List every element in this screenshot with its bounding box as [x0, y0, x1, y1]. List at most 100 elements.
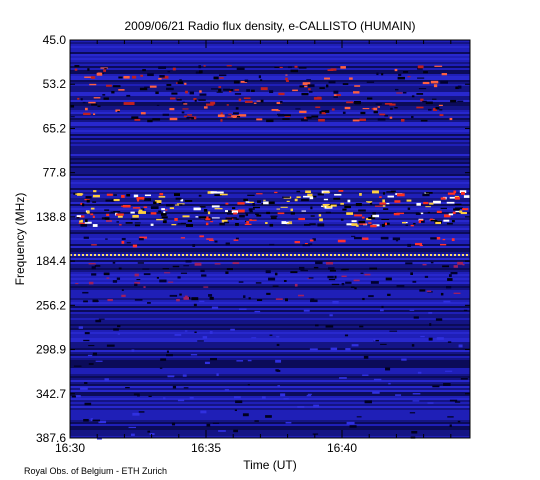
spectrum-speck	[167, 70, 171, 73]
spectrum-speck	[167, 375, 175, 378]
spectrum-speck	[379, 196, 382, 199]
spectrum-speck	[118, 267, 122, 270]
spectrum-speck	[331, 283, 340, 286]
spectrum-speck	[304, 116, 308, 120]
spectrum-speck	[156, 218, 164, 221]
spectrum-speck	[384, 222, 387, 226]
spectrum-row	[70, 352, 470, 354]
spectrum-speck	[237, 202, 245, 205]
spectrum-speck	[426, 290, 432, 292]
spectrum-speck	[428, 312, 433, 314]
spectrum-speck	[203, 208, 208, 212]
spectrum-row	[70, 306, 470, 308]
spectrum-speck	[87, 68, 90, 71]
spectrum-speck	[218, 254, 220, 256]
spectrum-speck	[379, 202, 386, 205]
spectrum-speck	[252, 206, 260, 209]
spectrum-speck	[362, 108, 370, 110]
spectrum-speck	[366, 81, 375, 83]
spectrum-speck	[166, 350, 169, 353]
spectrum-speck	[416, 106, 424, 109]
spectrum-speck	[353, 91, 360, 94]
spectrum-speck	[342, 208, 347, 211]
spectrum-speck	[406, 199, 412, 202]
spectrum-row	[70, 94, 470, 96]
spectrum-speck	[90, 207, 95, 210]
spectrum-speck	[276, 110, 281, 112]
spectrum-speck	[330, 254, 332, 256]
spectrum-speck	[88, 363, 94, 365]
spectrum-speck	[146, 254, 148, 256]
spectrum-speck	[426, 254, 428, 256]
spectrum-speck	[346, 254, 348, 256]
spectrum-speck	[132, 244, 138, 248]
spectrum-speck	[105, 199, 113, 202]
spectrum-speck	[198, 65, 202, 69]
spectrum-row	[70, 152, 470, 154]
spectrum-row	[70, 260, 470, 262]
spectrum-row	[70, 100, 470, 102]
spectrum-speck	[160, 213, 167, 216]
spectrum-speck	[342, 111, 346, 114]
spectrum-row	[70, 252, 470, 254]
spectrum-speck	[88, 101, 96, 104]
spectrum-speck	[356, 224, 359, 227]
spectrum-speck	[91, 273, 97, 276]
spectrum-speck	[250, 219, 257, 221]
spectrum-speck	[245, 201, 250, 203]
spectrum-speck	[306, 254, 308, 256]
spectrum-row	[70, 422, 470, 424]
spectrum-speck	[439, 109, 443, 111]
spectrum-row	[70, 170, 470, 172]
spectrum-speck	[453, 190, 457, 194]
spectrum-speck	[416, 202, 421, 206]
spectrum-row	[70, 204, 470, 206]
spectrum-speck	[110, 211, 115, 213]
spectrum-speck	[298, 67, 307, 69]
spectrum-speck	[255, 282, 262, 284]
spectrum-speck	[183, 103, 188, 105]
spectrum-speck	[209, 331, 213, 334]
spectrum-speck	[359, 118, 366, 122]
spectrum-speck	[98, 420, 107, 424]
spectrum-speck	[193, 303, 197, 307]
spectrum-speck	[134, 118, 141, 121]
spectrum-row	[70, 436, 470, 438]
spectrum-speck	[385, 367, 391, 371]
spectrum-row	[70, 314, 470, 316]
spectrum-speck	[328, 278, 336, 281]
spectrum-speck	[210, 101, 216, 105]
spectrum-speck	[373, 338, 376, 342]
spectrum-speck	[383, 208, 389, 210]
spectrum-row	[70, 122, 470, 124]
spectrum-speck	[269, 334, 273, 336]
spectrum-speck	[138, 211, 146, 214]
spectrum-speck	[238, 98, 242, 102]
spectrum-speck	[185, 260, 192, 263]
spectrum-speck	[117, 215, 123, 218]
spectrum-speck	[265, 270, 271, 274]
spectrum-speck	[359, 193, 362, 196]
spectrum-speck	[205, 218, 211, 221]
spectrum-speck	[84, 402, 92, 406]
spectrum-speck	[132, 207, 141, 209]
spectrum-row	[70, 320, 470, 322]
spectrum-speck	[326, 206, 332, 208]
spectrum-speck	[421, 220, 425, 223]
spectrum-speck	[180, 199, 184, 202]
spectrum-speck	[455, 86, 460, 90]
y-tick-label: 138.8	[36, 210, 66, 224]
y-tick-label: 342.7	[36, 387, 66, 401]
spectrum-speck	[449, 117, 453, 121]
spectrum-speck	[356, 416, 362, 418]
spectrum-row	[70, 310, 470, 312]
spectrum-speck	[199, 90, 202, 93]
spectrum-speck	[240, 80, 248, 83]
spectrum-speck	[214, 208, 223, 210]
spectrum-speck	[395, 394, 402, 396]
spectrum-speck	[290, 208, 293, 212]
spectrum-speck	[169, 97, 176, 100]
spectrum-speck	[80, 224, 88, 227]
spectrum-speck	[446, 201, 455, 204]
spectrum-row	[70, 136, 470, 138]
